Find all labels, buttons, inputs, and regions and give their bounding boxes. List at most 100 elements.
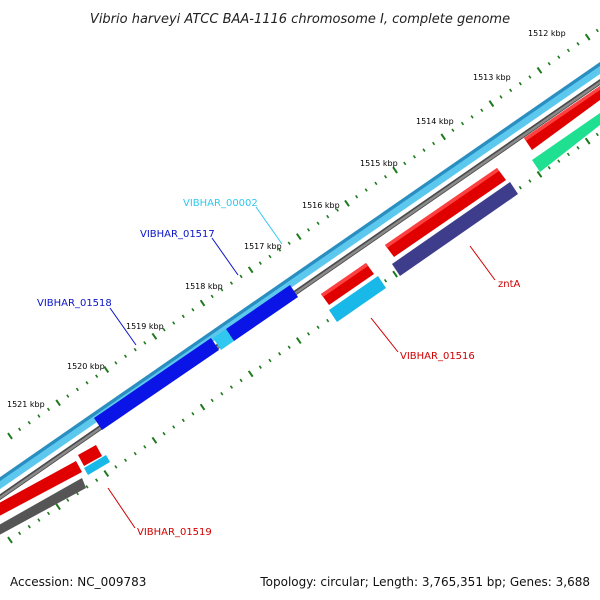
tick-mark — [258, 365, 262, 369]
tick-mark — [268, 254, 272, 259]
tick-mark — [55, 503, 61, 511]
tick-mark — [66, 498, 70, 502]
tick-mark — [210, 398, 214, 403]
accession-text: Accession: NC_009783 — [10, 575, 146, 589]
gene-label-znta[interactable]: zntA — [498, 279, 521, 290]
tick-mark — [584, 33, 591, 41]
tick-mark — [247, 266, 254, 274]
tick-mark — [355, 194, 359, 199]
tick-mark — [46, 407, 51, 412]
tick-mark — [326, 318, 330, 323]
tick-mark — [133, 347, 137, 352]
gene-label-vibhar-01516[interactable]: VIBHAR_01516 — [400, 351, 475, 362]
tick-mark — [528, 179, 532, 183]
gene-vibhar-00002-block[interactable] — [213, 329, 234, 350]
tick-mark — [18, 427, 22, 432]
tick-mark — [85, 381, 89, 385]
tick-mark — [403, 161, 407, 166]
gene-vibhar-01519-block[interactable] — [0, 445, 102, 521]
tick-mark — [199, 403, 206, 411]
tick-mark — [162, 431, 166, 436]
genome-stats-text: Topology: circular; Length: 3,765,351 bp… — [259, 575, 590, 589]
tick-mark — [566, 152, 570, 157]
tick-mark — [133, 451, 137, 456]
tick-mark — [566, 48, 570, 53]
tick-mark — [151, 332, 158, 340]
tick-mark — [374, 181, 378, 186]
gene-vibhar-01517-block[interactable] — [226, 285, 298, 341]
tick-mark — [488, 100, 495, 108]
scale-label-1521: 1521 kbp — [7, 400, 45, 409]
tick-mark — [536, 170, 543, 178]
tick-mark — [460, 121, 465, 126]
tick-mark — [335, 208, 339, 212]
tick-mark — [412, 155, 416, 159]
gene-labels: VIBHAR_00002 VIBHAR_01517 VIBHAR_01518 z… — [37, 198, 521, 538]
tick-mark — [595, 28, 599, 33]
gene-znta-block[interactable] — [385, 168, 506, 257]
scale-label-1512: 1512 kbp — [528, 29, 566, 38]
tick-mark — [480, 108, 484, 113]
tick-mark — [95, 374, 99, 378]
gene-vibhar-01518-block[interactable] — [94, 338, 219, 430]
scale-label-1516: 1516 kbp — [302, 201, 340, 210]
tick-mark — [46, 511, 51, 516]
tick-mark — [239, 378, 243, 383]
tick-mark — [27, 420, 31, 425]
tick-mark — [364, 188, 368, 192]
scale-label-1519: 1519 kbp — [126, 322, 164, 331]
tick-mark — [114, 465, 118, 469]
gene-znta-companion-block[interactable] — [392, 182, 518, 276]
tick-mark — [27, 524, 31, 529]
tick-mark — [440, 133, 447, 141]
gene-vibhar-01516-block[interactable] — [321, 263, 374, 305]
inner-backbone-line — [0, 79, 600, 501]
scale-label-1517: 1517 kbp — [244, 242, 282, 251]
tick-mark — [306, 332, 311, 336]
gene-label-vibhar-01517[interactable]: VIBHAR_01517 — [140, 229, 215, 240]
tick-mark — [295, 233, 302, 240]
tick-mark — [287, 345, 291, 349]
tick-mark — [191, 411, 195, 416]
scale-label-1514: 1514 kbp — [416, 117, 454, 126]
gene-vibhar-01516-companion-block[interactable] — [329, 276, 386, 322]
tick-mark — [536, 66, 543, 74]
gene-vibhar-01519-companion-block[interactable] — [0, 455, 110, 540]
gene-leader-lines — [107, 206, 496, 529]
scale-label-1515: 1515 kbp — [360, 159, 398, 168]
gene-label-vibhar-01519[interactable]: VIBHAR_01519 — [137, 527, 212, 538]
tick-mark — [576, 146, 580, 150]
tick-mark — [278, 248, 282, 252]
tick-mark — [344, 199, 350, 207]
gene-label-vibhar-01518[interactable]: VIBHAR_01518 — [37, 298, 112, 309]
tick-mark — [162, 327, 166, 332]
tick-mark — [316, 221, 320, 226]
tick-mark — [247, 370, 254, 378]
tick-mark — [85, 485, 89, 489]
tick-mark — [557, 55, 561, 59]
tick-mark — [316, 325, 320, 330]
tick-mark — [326, 214, 330, 219]
tick-mark — [123, 458, 128, 462]
tick-mark — [191, 307, 195, 312]
tick-mark — [143, 341, 147, 345]
tick-mark — [55, 399, 61, 407]
gene-label-vibhar-00002[interactable]: VIBHAR_00002 — [183, 198, 258, 209]
gene-right-green-block[interactable] — [532, 113, 600, 172]
tick-mark — [172, 425, 176, 429]
outer-tick-ring — [7, 28, 599, 440]
scale-label-1518: 1518 kbp — [185, 282, 223, 291]
tick-mark — [7, 432, 13, 440]
tick-mark — [509, 88, 513, 93]
tick-mark — [422, 148, 426, 152]
tick-mark — [172, 321, 176, 325]
tick-mark — [392, 270, 398, 278]
tick-mark — [18, 531, 22, 536]
tick-mark — [518, 81, 522, 86]
tick-mark — [295, 337, 302, 344]
tick-mark — [199, 299, 206, 307]
tick-mark — [392, 166, 398, 174]
tick-mark — [95, 478, 99, 482]
gene-right-red-block[interactable] — [524, 86, 600, 150]
tick-mark — [576, 42, 580, 46]
